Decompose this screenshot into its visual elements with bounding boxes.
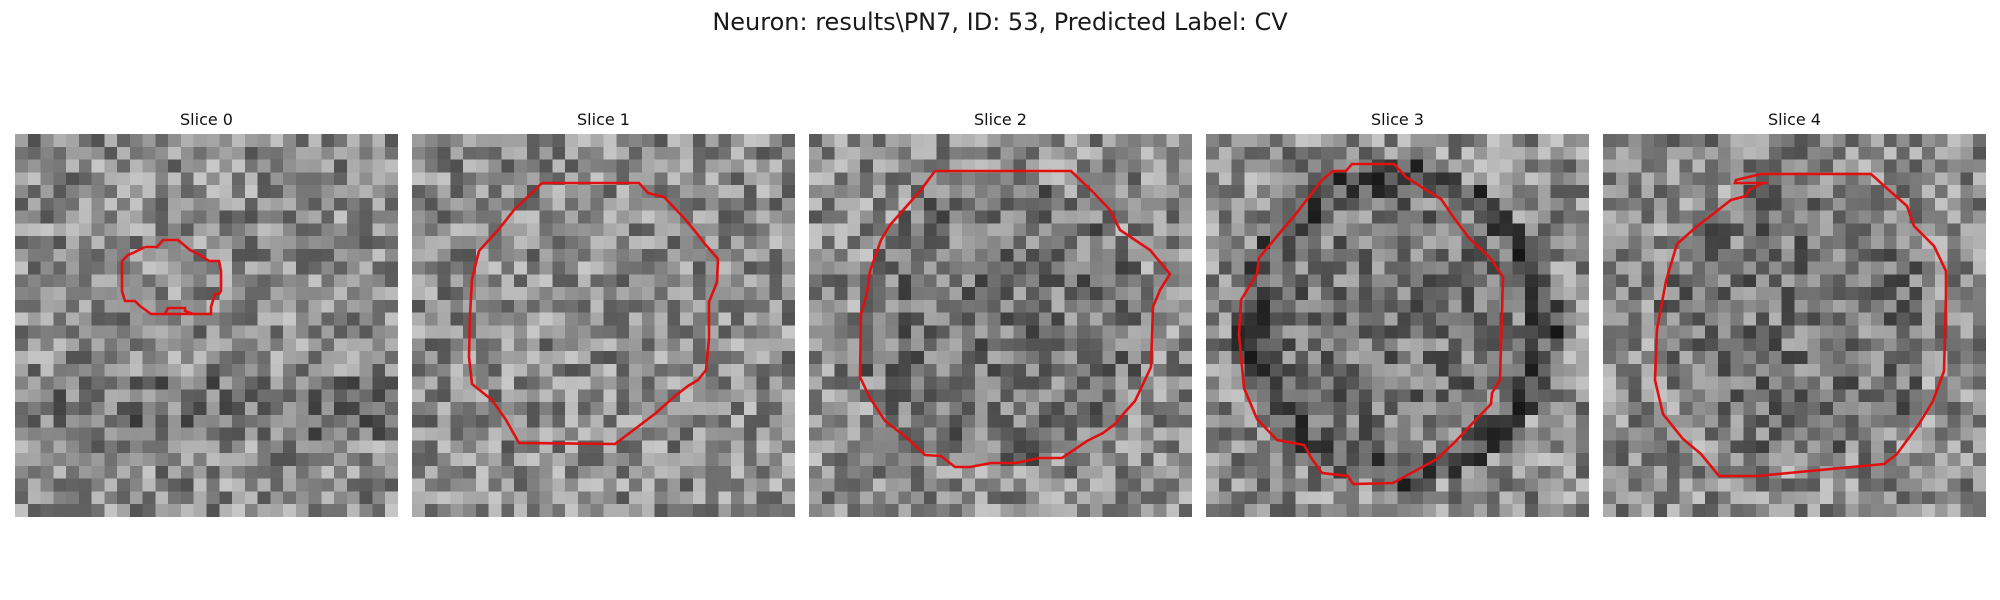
slice-panel-4: Slice 4 [1603, 108, 1986, 517]
slice-panel-0: Slice 0 [15, 108, 398, 517]
segmentation-overlay [15, 134, 398, 517]
slice-panel-1: Slice 1 [412, 108, 795, 517]
slice-title: Slice 1 [412, 108, 795, 134]
slice-title: Slice 2 [809, 108, 1192, 134]
neuron-contour [469, 183, 718, 444]
slice-image [1603, 134, 1986, 517]
slice-image [15, 134, 398, 517]
segmentation-overlay [1206, 134, 1589, 517]
slice-title: Slice 4 [1603, 108, 1986, 134]
slice-panel-3: Slice 3 [1206, 108, 1589, 517]
slice-panel-2: Slice 2 [809, 108, 1192, 517]
figure-title: Neuron: results\PN7, ID: 53, Predicted L… [0, 8, 2000, 36]
slice-title: Slice 3 [1206, 108, 1589, 134]
slice-title: Slice 0 [15, 108, 398, 134]
segmentation-overlay [412, 134, 795, 517]
slice-image [412, 134, 795, 517]
neuron-contour [860, 171, 1170, 467]
slice-image [1206, 134, 1589, 517]
neuron-contour [1655, 174, 1946, 476]
neuron-contour [1239, 164, 1503, 484]
neuron-contour [122, 240, 221, 314]
segmentation-overlay [1603, 134, 1986, 517]
segmentation-overlay [809, 134, 1192, 517]
slice-image [809, 134, 1192, 517]
